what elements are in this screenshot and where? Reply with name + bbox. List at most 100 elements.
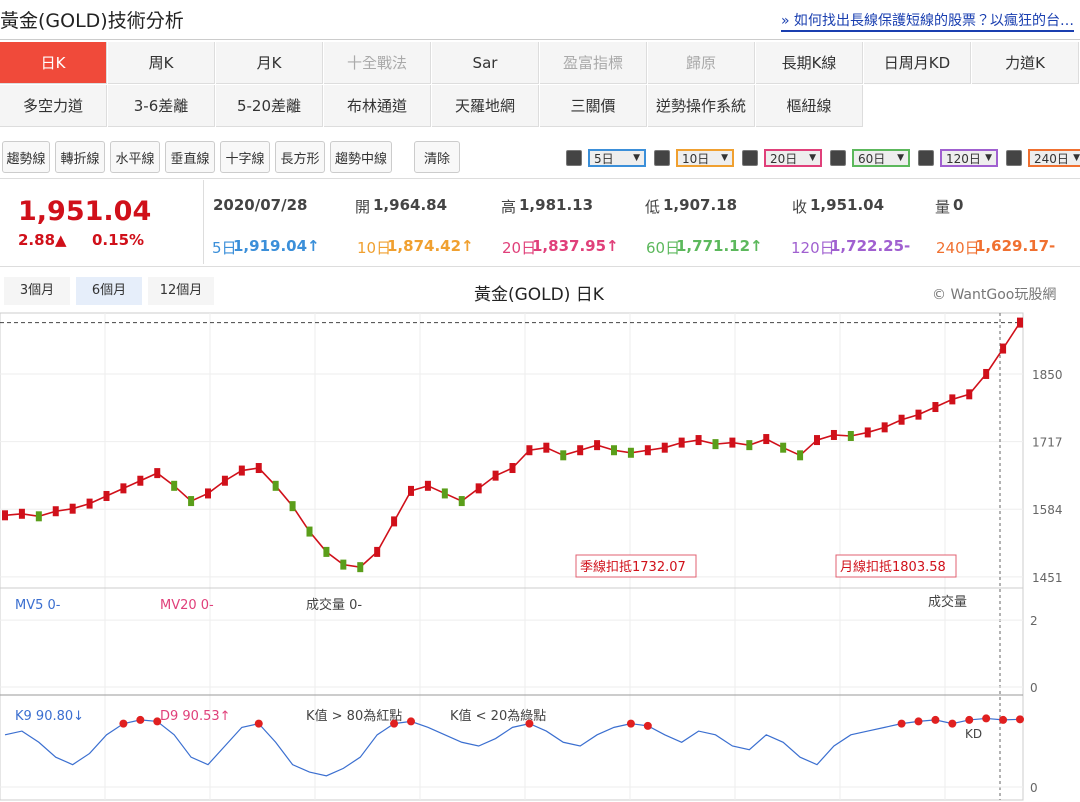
tab[interactable]: 十全戰法 <box>324 42 431 84</box>
checkbox[interactable] <box>918 150 934 166</box>
tab[interactable]: 逆勢操作系統 <box>648 85 755 127</box>
field-value: 1,964.84 <box>373 196 448 214</box>
kd-label: D9 90.53↑ <box>160 709 231 724</box>
copyright: © WantGoo玩股網 <box>932 287 1057 303</box>
candle <box>188 496 195 507</box>
article-link[interactable]: » 如何找出長線保護短線的股票？以瘋狂的台… <box>780 10 1074 32</box>
candle <box>560 450 567 461</box>
field-value: 1,981.13 <box>519 196 594 214</box>
candle <box>86 498 93 509</box>
candle <box>712 439 719 450</box>
ma-select[interactable]: 10日 ▼ <box>676 149 734 167</box>
candle <box>120 483 127 494</box>
candle <box>864 427 871 438</box>
field-value: 1,951.04 <box>810 196 885 214</box>
ma-option[interactable]: 240日 ▼ <box>1006 147 1080 169</box>
ma-select-label: 240日 <box>1034 151 1069 166</box>
tab[interactable]: 布林通道 <box>324 85 431 127</box>
ma-option[interactable]: 60日 ▼ <box>830 147 910 169</box>
range-button[interactable]: 12個月 <box>148 277 214 305</box>
k-dot <box>948 719 957 728</box>
kd-label: K值 < 20為綠點 <box>450 708 546 724</box>
price: 1,951.04 <box>18 196 152 227</box>
ma-label: 20日 <box>502 239 537 257</box>
ma-select[interactable]: 240日 ▼ <box>1028 149 1080 167</box>
tab[interactable]: Sar <box>432 42 539 84</box>
tool-button[interactable]: 十字線 <box>220 141 270 173</box>
range-button[interactable]: 3個月 <box>4 277 70 305</box>
tab[interactable]: 盈富指標 <box>540 42 647 84</box>
tab[interactable]: 日周月KD <box>864 42 971 84</box>
ma-select[interactable]: 20日 ▼ <box>764 149 822 167</box>
tab[interactable]: 力道K <box>972 42 1079 84</box>
checkbox[interactable] <box>742 150 758 166</box>
candle <box>881 422 888 433</box>
tab[interactable]: 天羅地網 <box>432 85 539 127</box>
tab[interactable]: 日K <box>0 42 107 84</box>
candle <box>949 394 956 405</box>
y-tick-label: 0 <box>1030 781 1038 795</box>
candle <box>340 559 347 570</box>
candle <box>18 508 25 519</box>
ma-option[interactable]: 120日 ▼ <box>918 147 998 169</box>
ma-select[interactable]: 120日 ▼ <box>940 149 998 167</box>
ma-select-label: 20日 <box>770 151 798 166</box>
k-dot <box>119 719 128 728</box>
ma-select[interactable]: 5日 ▼ <box>588 149 646 167</box>
tab[interactable]: 月K <box>216 42 323 84</box>
field-label: 量 <box>935 198 951 216</box>
tool-button[interactable]: 趨勢線 <box>2 141 50 173</box>
tool-button[interactable]: 垂直線 <box>165 141 215 173</box>
checkbox[interactable] <box>566 150 582 166</box>
tab[interactable]: 三關價 <box>540 85 647 127</box>
tool-button[interactable]: 趨勢中線 <box>330 141 392 173</box>
candle <box>424 480 431 491</box>
ma-select-label: 120日 <box>946 151 981 166</box>
y-tick-label: 1717 <box>1032 436 1063 450</box>
candle <box>661 442 668 453</box>
tab[interactable]: 周K <box>108 42 215 84</box>
candle <box>205 488 211 499</box>
ma-option[interactable]: 5日 ▼ <box>566 147 646 169</box>
ma-select-label: 10日 <box>682 151 710 166</box>
candle <box>221 475 228 486</box>
ma-option[interactable]: 20日 ▼ <box>742 147 822 169</box>
y-tick-label: 1584 <box>1032 503 1063 517</box>
tab[interactable]: 多空力道 <box>0 85 107 127</box>
ma-select-label: 60日 <box>858 151 886 166</box>
dropdown-arrow: ▼ <box>897 153 904 163</box>
ma-label: 240日 <box>936 239 980 257</box>
tab[interactable]: 長期K線 <box>756 42 863 84</box>
candle <box>289 501 296 512</box>
volume-label: 成交量 0- <box>306 597 362 613</box>
candle <box>644 445 651 456</box>
tool-button[interactable]: 水平線 <box>110 141 160 173</box>
clear-button[interactable]: 清除 <box>414 141 460 173</box>
tab[interactable]: 3-6差離 <box>108 85 215 127</box>
candle <box>408 485 414 496</box>
range-button[interactable]: 6個月 <box>76 277 142 305</box>
candle <box>52 506 59 517</box>
chart: 1451 1584 1717 1850 季線扣抵1732.07 月線扣抵1803.58 MV… <box>0 312 1063 801</box>
candle <box>966 389 973 400</box>
checkbox[interactable] <box>654 150 670 166</box>
tab[interactable]: 樞紐線 <box>756 85 863 127</box>
k-dot <box>626 719 635 728</box>
checkbox[interactable] <box>1006 150 1022 166</box>
ma-option[interactable]: 10日 ▼ <box>654 147 734 169</box>
ma-select[interactable]: 60日 ▼ <box>852 149 910 167</box>
kd-label: K9 90.80↓ <box>15 709 84 724</box>
candle <box>69 503 76 514</box>
tool-button[interactable]: 長方形 <box>275 141 325 173</box>
candle <box>729 437 736 448</box>
tab[interactable]: 5-20差離 <box>216 85 323 127</box>
candle <box>695 435 702 446</box>
k-dot <box>982 714 991 723</box>
checkbox[interactable] <box>830 150 846 166</box>
k-dot <box>136 715 145 724</box>
candle <box>830 429 837 440</box>
candle <box>238 465 245 476</box>
tool-button[interactable]: 轉折線 <box>55 141 105 173</box>
tab[interactable]: 歸原 <box>648 42 755 84</box>
ma-value: 1,722.25- <box>830 237 911 255</box>
